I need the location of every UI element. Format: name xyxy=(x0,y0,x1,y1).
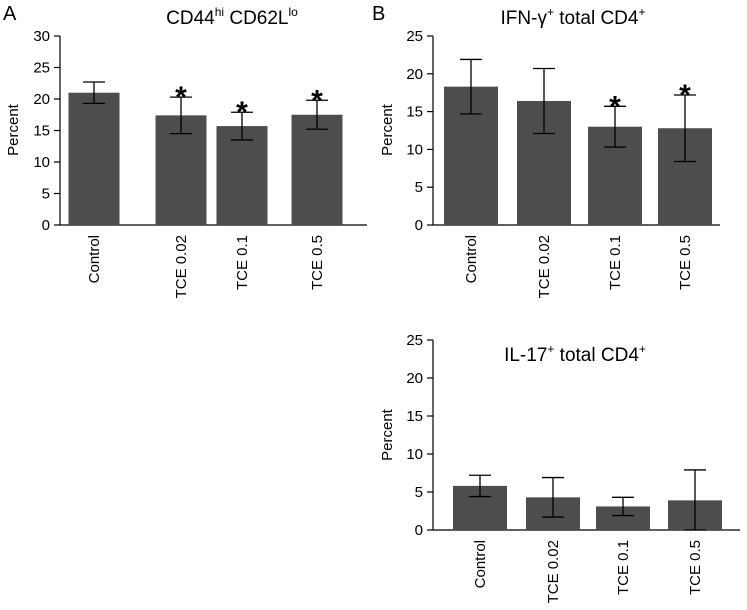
category-label: Control xyxy=(472,540,489,588)
category-label: TCE 0.5 xyxy=(677,235,694,290)
title-mid: total CD4 xyxy=(554,345,639,366)
title-main: IL-17 xyxy=(504,345,547,366)
title-sup: hi xyxy=(215,5,224,19)
category-label: TCE 0.02 xyxy=(545,540,562,603)
y-tick-label: 0 xyxy=(42,217,50,234)
category-label: Control xyxy=(463,235,480,283)
chart-title: IL-17+ total CD4+ xyxy=(504,342,646,366)
y-tick-label: 5 xyxy=(42,186,50,203)
significance-star: * xyxy=(311,84,323,117)
title-sup: + xyxy=(638,5,645,19)
y-tick-label: 5 xyxy=(415,179,423,196)
significance-star: * xyxy=(236,96,248,129)
y-tick-label: 25 xyxy=(33,60,50,77)
y-tick-label: 30 xyxy=(33,28,50,45)
y-tick-label: 20 xyxy=(406,370,423,387)
y-tick-label: 10 xyxy=(406,141,423,158)
title-mid: CD62L xyxy=(224,8,288,29)
y-tick-label: 10 xyxy=(33,154,50,171)
category-label: TCE 0.02 xyxy=(173,235,190,298)
chart-b2: IL-17+ total CD4+Percent0510152025Contro… xyxy=(379,332,740,603)
y-tick-label: 10 xyxy=(406,446,423,463)
y-axis-label: Percent xyxy=(5,103,22,156)
chart-title: CD44hi CD62Llo xyxy=(166,5,298,29)
y-axis-label: Percent xyxy=(379,408,396,461)
title-mid: total CD4 xyxy=(554,8,639,29)
chart-title: IFN-γ+ total CD4+ xyxy=(501,5,646,29)
title-sup: lo xyxy=(289,5,299,19)
y-tick-label: 5 xyxy=(415,484,423,501)
title-sup: + xyxy=(547,5,554,19)
title-sup: + xyxy=(639,342,646,356)
significance-star: * xyxy=(175,81,187,114)
bar xyxy=(596,506,650,530)
chart-a: A CD44hi CD62Llo Percent 0 5 10 15 20 25 30 Contro… xyxy=(3,3,367,298)
category-label: TCE 0.1 xyxy=(234,235,251,290)
bar xyxy=(68,92,120,225)
y-tick-label: 0 xyxy=(415,217,423,234)
y-tick-label: 25 xyxy=(406,28,423,45)
category-label: TCE 0.5 xyxy=(687,540,704,595)
bar xyxy=(216,126,268,225)
title-sup: + xyxy=(547,342,554,356)
category-label: TCE 0.02 xyxy=(536,235,553,298)
bar xyxy=(291,114,343,225)
y-axis-label: Percent xyxy=(379,103,396,156)
y-tick-label: 20 xyxy=(406,66,423,83)
y-tick-label: 15 xyxy=(406,104,423,121)
significance-star: * xyxy=(679,79,691,112)
y-tick-label: 25 xyxy=(406,332,423,349)
y-tick-label: 20 xyxy=(33,91,50,108)
category-label: TCE 0.1 xyxy=(615,540,632,595)
category-label: TCE 0.1 xyxy=(607,235,624,290)
title-main: IFN-γ xyxy=(501,8,548,29)
y-tick-label: 15 xyxy=(33,123,50,140)
significance-star: * xyxy=(609,90,621,123)
chart-b1: B IFN-γ+ total CD4+Percent0510152025Contr… xyxy=(372,3,720,298)
panel-label: B xyxy=(372,3,385,25)
title-main: CD44 xyxy=(166,8,215,29)
category-label: Control xyxy=(86,235,103,283)
y-tick-label: 0 xyxy=(415,522,423,539)
y-tick-label: 15 xyxy=(406,408,423,425)
category-label: TCE 0.5 xyxy=(309,235,326,290)
panel-label: A xyxy=(3,3,17,25)
